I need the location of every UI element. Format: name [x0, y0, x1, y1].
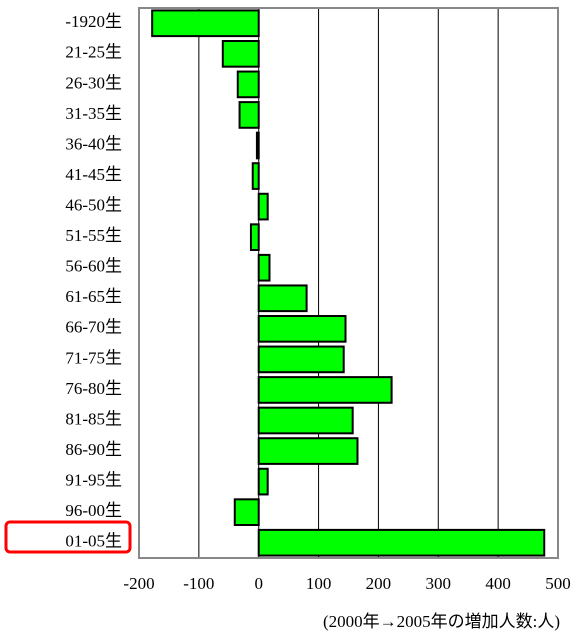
y-tick-label: 91-95生	[65, 471, 122, 490]
plot-frame	[138, 7, 559, 559]
y-tick-label: 46-50生	[65, 196, 122, 215]
bar	[257, 376, 393, 404]
y-tick-label: 21-25生	[65, 43, 122, 62]
bar	[238, 101, 260, 129]
bar	[257, 528, 546, 557]
y-tick-label: 76-80生	[65, 379, 122, 398]
highlight-box	[4, 520, 132, 554]
bar	[257, 253, 271, 282]
bar	[257, 192, 269, 221]
bar	[257, 345, 345, 374]
y-tick-label: 66-70生	[65, 318, 122, 337]
x-axis-label: (2000年→2005年の増加人数:人)	[323, 612, 560, 631]
bar	[221, 40, 260, 68]
x-tick-label: -200	[123, 574, 154, 593]
x-tick-label: 300	[426, 574, 452, 593]
bar	[257, 406, 354, 435]
y-tick-label: 56-60生	[65, 257, 122, 276]
x-tick-label: -100	[183, 574, 214, 593]
bar	[257, 437, 359, 465]
x-tick-label: 400	[485, 574, 511, 593]
y-tick-label: -1920生	[65, 12, 122, 31]
x-tick-label: 500	[545, 574, 571, 593]
y-tick-label: 36-40生	[65, 134, 122, 153]
bar	[257, 467, 269, 496]
x-tick-label: 200	[366, 574, 392, 593]
bar	[233, 498, 260, 527]
bar	[251, 162, 260, 190]
bar	[255, 131, 260, 160]
y-tick-label: 71-75生	[65, 348, 122, 367]
y-tick-label: 96-00生	[65, 501, 122, 520]
bar	[249, 223, 260, 251]
bar	[257, 315, 347, 343]
bar	[151, 9, 260, 38]
y-tick-label: 86-90生	[65, 440, 122, 459]
y-tick-label: 51-55生	[65, 226, 122, 245]
bar	[257, 284, 308, 313]
y-tick-label: 31-35生	[65, 104, 122, 123]
x-tick-label: 0	[254, 574, 263, 593]
y-tick-label: 81-85生	[65, 409, 122, 428]
y-tick-label: 61-65生	[65, 287, 122, 306]
bar	[236, 70, 260, 99]
y-tick-label: 26-30生	[65, 73, 122, 92]
y-tick-label: 41-45生	[65, 165, 122, 184]
x-tick-label: 100	[306, 574, 332, 593]
y-tick-label: 01-05生	[65, 532, 122, 551]
